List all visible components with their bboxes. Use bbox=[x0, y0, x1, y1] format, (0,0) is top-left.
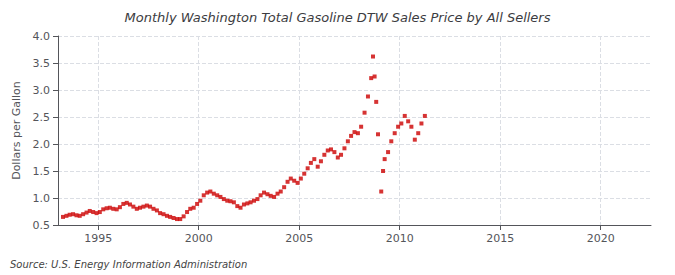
svg-text:1995: 1995 bbox=[84, 232, 112, 245]
svg-text:2015: 2015 bbox=[486, 232, 514, 245]
svg-text:Dollars per Gallon: Dollars per Gallon bbox=[10, 81, 23, 180]
svg-text:0.5: 0.5 bbox=[33, 219, 51, 232]
svg-text:Source: U.S. Energy Informatio: Source: U.S. Energy Information Administ… bbox=[10, 259, 247, 270]
svg-text:2010: 2010 bbox=[386, 232, 414, 245]
svg-text:1.0: 1.0 bbox=[33, 192, 51, 205]
svg-text:2.0: 2.0 bbox=[33, 138, 51, 151]
svg-text:3.0: 3.0 bbox=[33, 84, 51, 97]
svg-text:2020: 2020 bbox=[587, 232, 615, 245]
svg-text:2000: 2000 bbox=[185, 232, 213, 245]
svg-text:Monthly Washington Total Gasol: Monthly Washington Total Gasoline DTW Sa… bbox=[125, 10, 551, 25]
svg-text:2005: 2005 bbox=[285, 232, 313, 245]
svg-text:3.5: 3.5 bbox=[33, 57, 51, 70]
svg-text:2.5: 2.5 bbox=[33, 111, 51, 124]
svg-text:1.5: 1.5 bbox=[33, 165, 51, 178]
svg-text:4.0: 4.0 bbox=[33, 30, 51, 43]
